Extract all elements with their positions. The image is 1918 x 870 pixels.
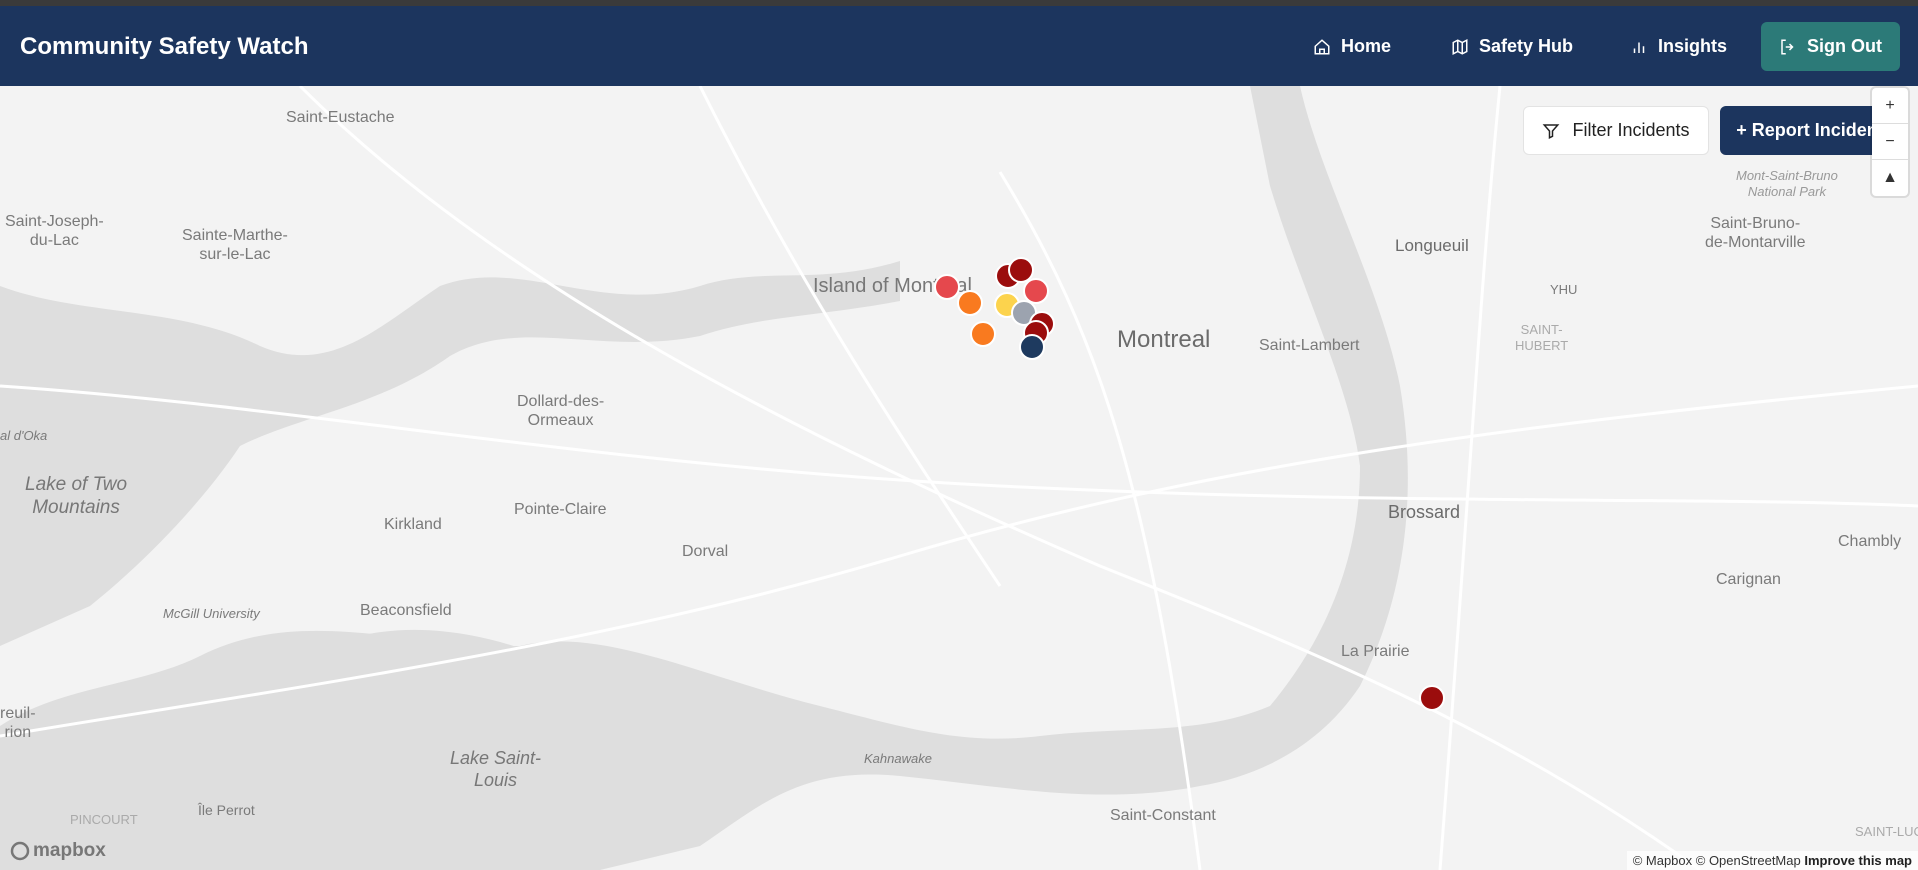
app-title[interactable]: Community Safety Watch bbox=[20, 33, 309, 60]
map-label: Longueuil bbox=[1395, 236, 1469, 255]
map-label: PINCOURT bbox=[70, 812, 138, 827]
map-label: Brossard bbox=[1388, 502, 1461, 522]
nav-safety-hub[interactable]: Safety Hub bbox=[1451, 36, 1573, 57]
incident-marker-high[interactable] bbox=[1023, 278, 1049, 304]
map-controls: + − ▲ bbox=[1872, 88, 1908, 196]
nav-home[interactable]: Home bbox=[1313, 36, 1391, 57]
map-label: Kirkland bbox=[384, 516, 442, 533]
map-label: Montreal bbox=[1117, 326, 1211, 353]
map-label: Kahnawake bbox=[864, 751, 932, 766]
map-label: Saint-Lambert bbox=[1259, 337, 1360, 354]
filter-icon bbox=[1543, 123, 1560, 139]
sign-out-button[interactable]: Sign Out bbox=[1761, 22, 1900, 71]
mapbox-logo[interactable]: mapbox bbox=[10, 840, 106, 862]
mapbox-logo-text: mapbox bbox=[33, 840, 106, 861]
nav-insights-label: Insights bbox=[1658, 36, 1728, 56]
nav-home-label: Home bbox=[1341, 36, 1392, 56]
map-label: Dorval bbox=[682, 543, 729, 560]
incident-marker-high[interactable] bbox=[934, 274, 960, 300]
window-top-strip bbox=[0, 0, 1918, 6]
map-label: Pointe-Claire bbox=[514, 501, 607, 518]
improve-map-link[interactable]: Improve this map bbox=[1804, 853, 1912, 868]
map-label: al d'Oka bbox=[0, 428, 48, 443]
map-label: Saint-Bruno- de-Montarville bbox=[1705, 215, 1806, 252]
map-label: Mont-Saint-Bruno National Park bbox=[1736, 168, 1838, 199]
nav-insights[interactable]: Insights bbox=[1630, 36, 1727, 57]
incident-marker-medium[interactable] bbox=[957, 290, 983, 316]
home-icon bbox=[1314, 38, 1330, 54]
report-incident-button[interactable]: + Report Incident bbox=[1720, 106, 1900, 155]
incident-marker-other[interactable] bbox=[1019, 334, 1045, 360]
filter-incidents-button[interactable]: Filter Incidents bbox=[1523, 106, 1709, 155]
map-label: Île Perrot bbox=[198, 802, 255, 818]
incident-map[interactable]: Saint-Eustache Saint-Joseph- du-Lac Sain… bbox=[0, 86, 1918, 870]
map-attribution: © Mapbox © OpenStreetMap Improve this ma… bbox=[1626, 851, 1918, 870]
map-label: Dollard-des- Ormeaux bbox=[517, 393, 605, 430]
map-label: reuil- rion bbox=[0, 705, 36, 742]
zoom-in-button[interactable]: + bbox=[1872, 88, 1908, 124]
map-label: SAINT- HUBERT bbox=[1515, 322, 1569, 353]
sign-out-icon bbox=[1781, 39, 1794, 54]
map-label: La Prairie bbox=[1341, 643, 1410, 660]
map-label: Saint-Constant bbox=[1110, 807, 1216, 824]
map-label: Sainte-Marthe- sur-le-Lac bbox=[182, 227, 288, 264]
bar-chart-icon bbox=[1633, 42, 1645, 53]
mapbox-icon bbox=[10, 841, 30, 861]
map-label: Carignan bbox=[1716, 571, 1781, 588]
map-label: Island of Montreal bbox=[813, 275, 972, 297]
incident-marker-critical[interactable] bbox=[1419, 685, 1445, 711]
filter-label: Filter Incidents bbox=[1572, 120, 1690, 140]
zoom-out-button[interactable]: − bbox=[1872, 124, 1908, 160]
map-label: Beaconsfield bbox=[360, 602, 452, 619]
map-label: Lake of Two Mountains bbox=[25, 474, 128, 518]
map-label: SAINT-LUC bbox=[1855, 824, 1918, 839]
sign-out-label: Sign Out bbox=[1807, 36, 1882, 56]
map-base bbox=[0, 86, 1918, 870]
incident-marker-medium[interactable] bbox=[970, 321, 996, 347]
navbar: Community Safety Watch Home Safety Hub I… bbox=[0, 6, 1918, 86]
map-label: Lake Saint- Louis bbox=[450, 748, 542, 790]
map-label: Chambly bbox=[1838, 533, 1902, 550]
attribution-text[interactable]: © Mapbox © OpenStreetMap bbox=[1632, 853, 1801, 868]
map-icon bbox=[1452, 38, 1468, 55]
map-label: McGill University bbox=[163, 606, 260, 621]
nav-safety-hub-label: Safety Hub bbox=[1479, 36, 1574, 56]
map-label: Saint-Eustache bbox=[286, 109, 395, 126]
map-label: Saint-Joseph- du-Lac bbox=[5, 213, 104, 250]
map-label: YHU bbox=[1550, 282, 1578, 297]
compass-button[interactable]: ▲ bbox=[1882, 169, 1898, 186]
